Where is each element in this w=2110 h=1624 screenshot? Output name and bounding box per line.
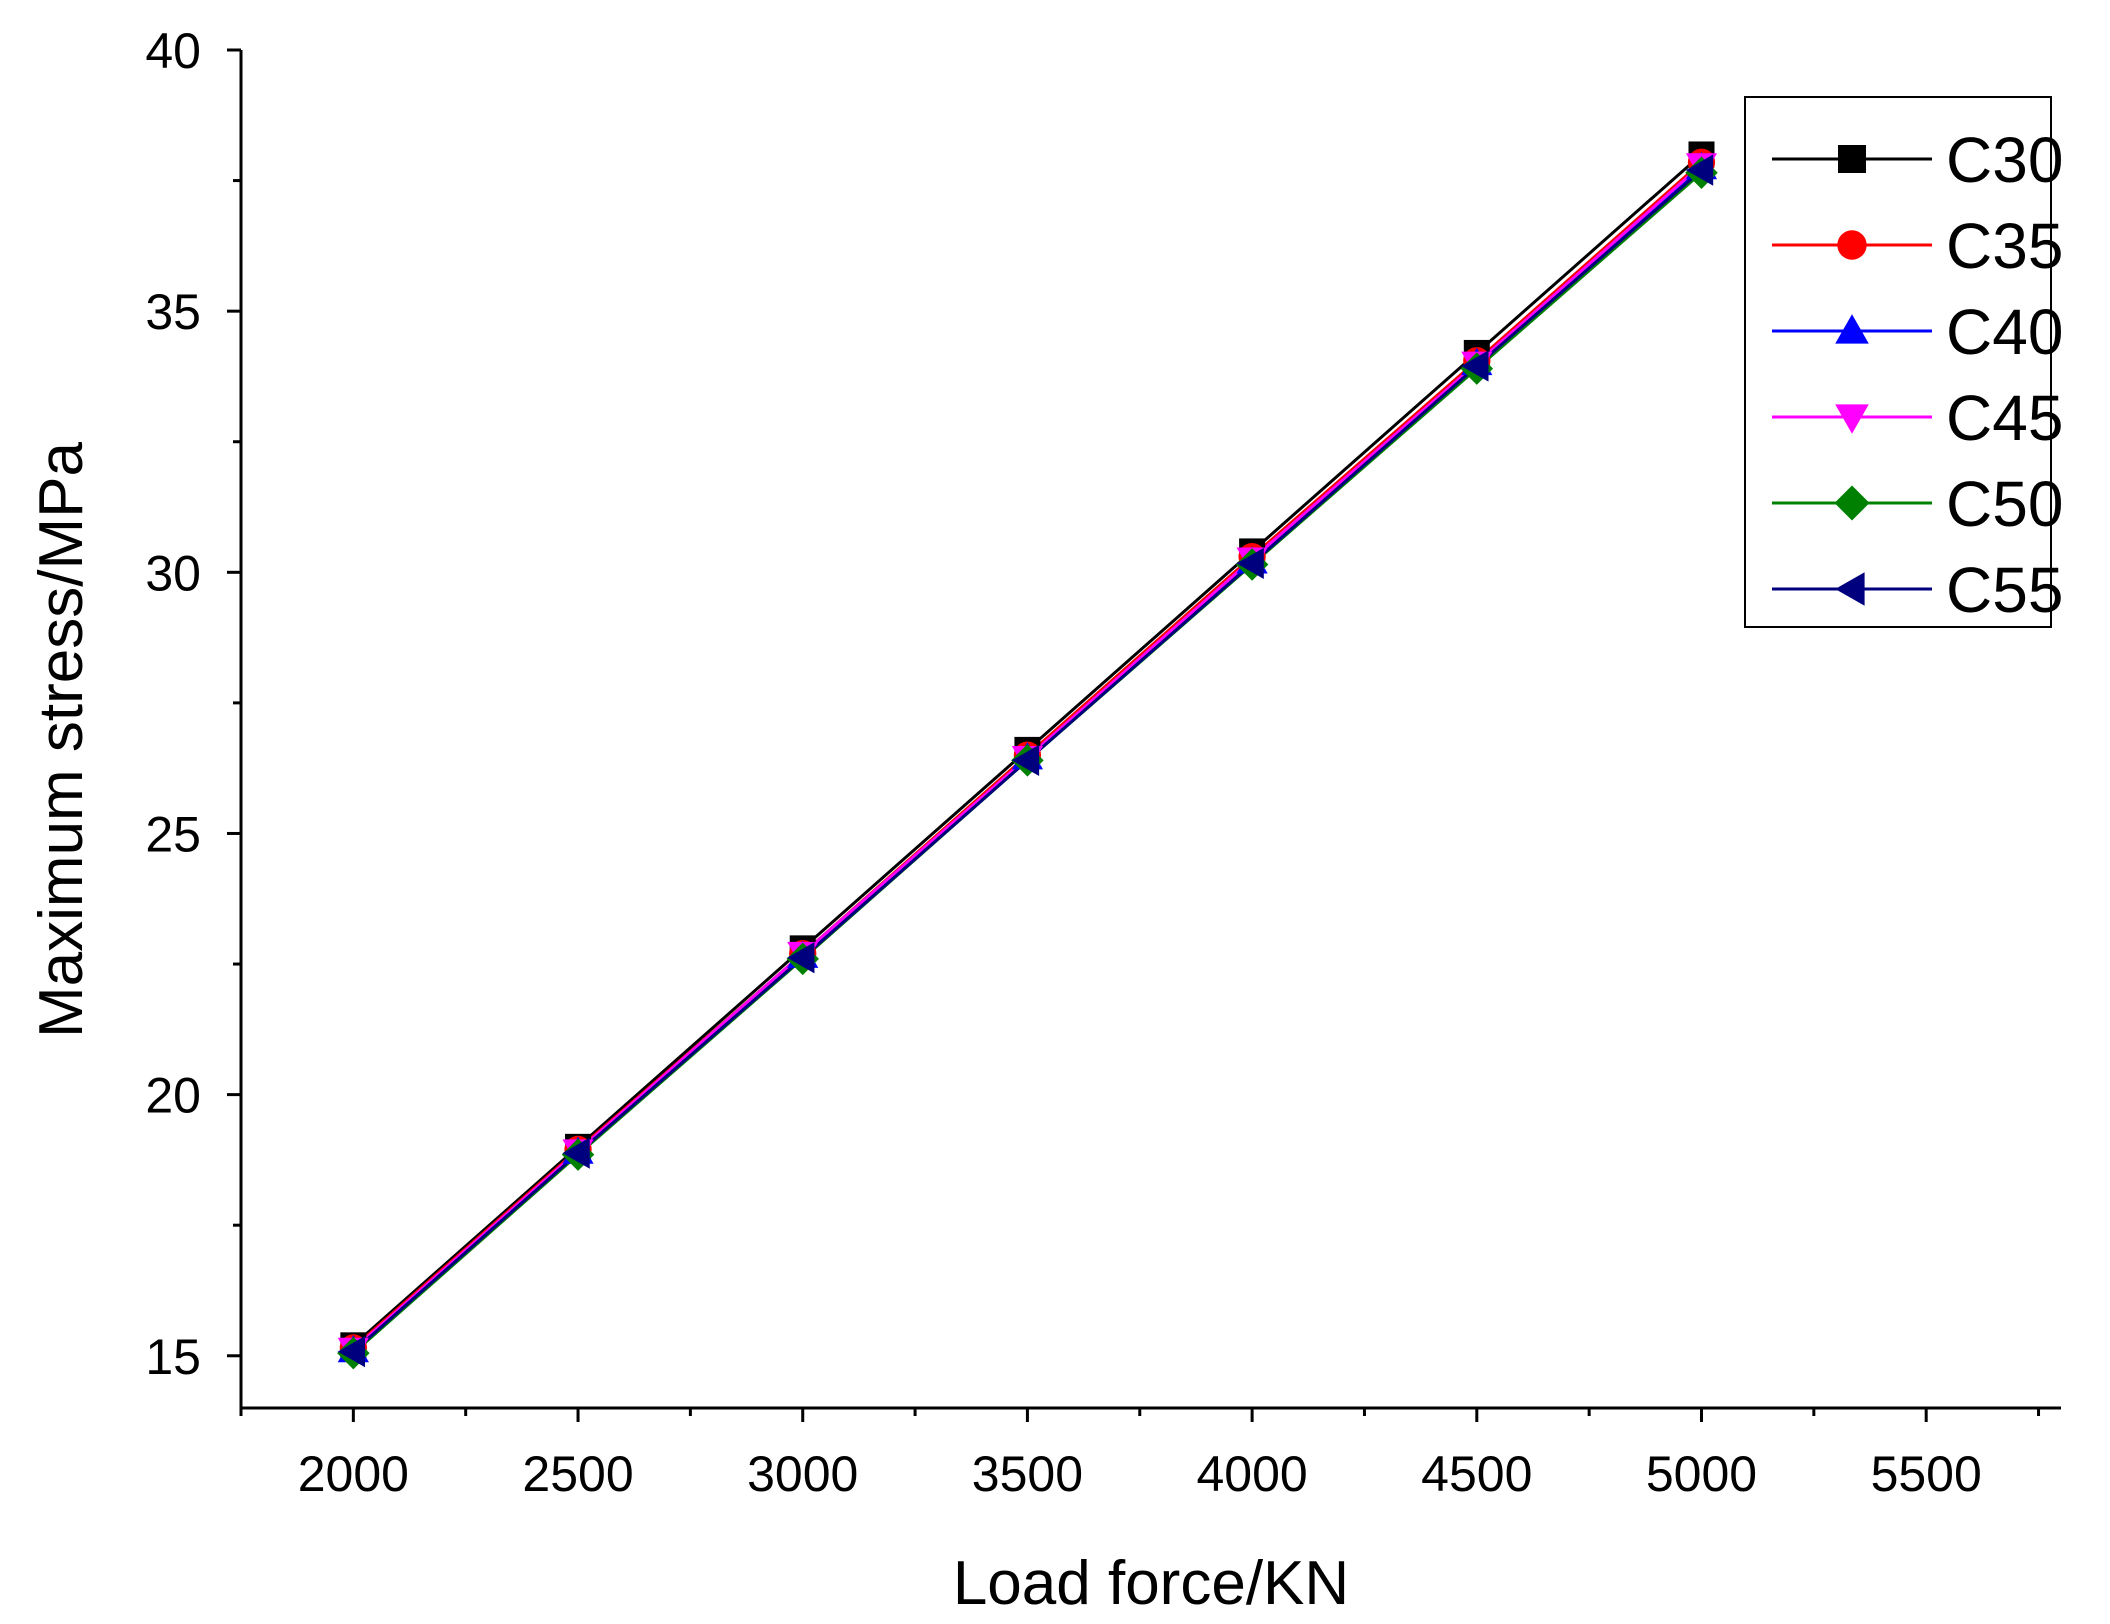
y-tick-label: 30	[145, 545, 201, 601]
x-tick-label: 2000	[298, 1446, 409, 1502]
data-point-c55	[562, 1137, 590, 1169]
data-point-c55	[1685, 154, 1714, 186]
legend-marker-c45	[1835, 404, 1869, 434]
legend-label-c55: C55	[1946, 554, 2063, 626]
legend-label-c50: C50	[1946, 468, 2063, 540]
y-tick-label: 20	[145, 1068, 201, 1124]
legend-marker-c30	[1838, 145, 1866, 173]
y-tick-label: 15	[145, 1329, 201, 1385]
x-tick-label: 4000	[1196, 1446, 1307, 1502]
x-tick-label: 3000	[747, 1446, 858, 1502]
data-point-c55	[1011, 744, 1040, 776]
x-tick-label: 4500	[1421, 1446, 1532, 1502]
y-tick-label: 25	[145, 806, 201, 862]
x-tick-label: 5000	[1646, 1446, 1757, 1502]
data-point-c55	[1236, 547, 1264, 580]
x-tick-label: 5500	[1871, 1446, 1982, 1502]
data-point-c55	[787, 942, 815, 974]
legend: C30 C35 C40 C45 C50 C55	[1744, 96, 2063, 628]
ticks: 2000 2500 3000 3500 4000 4500 5000 5500 15 20 25 30…	[145, 23, 2041, 1502]
legend-marker-c35	[1837, 230, 1867, 260]
axes	[239, 50, 2061, 1410]
legend-label-c40: C40	[1946, 296, 2063, 368]
plot-area	[337, 141, 1718, 1370]
y-axis-title: Maximum stress/MPa	[27, 442, 96, 1038]
x-tick-label: 3500	[972, 1446, 1083, 1502]
data-point-c55	[337, 1335, 366, 1368]
legend-label-c30: C30	[1946, 124, 2063, 196]
legend-box	[1744, 96, 2052, 628]
legend-marker-c40	[1835, 314, 1869, 344]
legend-marker-c50	[1834, 485, 1870, 521]
y-tick-label: 35	[145, 284, 201, 340]
legend-marker-c55	[1835, 572, 1865, 606]
x-axis-title: Load force/KN	[953, 1549, 1349, 1618]
x-tick-label: 2500	[522, 1446, 633, 1502]
legend-label-c35: C35	[1946, 210, 2063, 282]
legend-label-c45: C45	[1946, 382, 2063, 454]
data-point-c55	[1461, 350, 1489, 382]
y-tick-label: 40	[145, 23, 201, 79]
